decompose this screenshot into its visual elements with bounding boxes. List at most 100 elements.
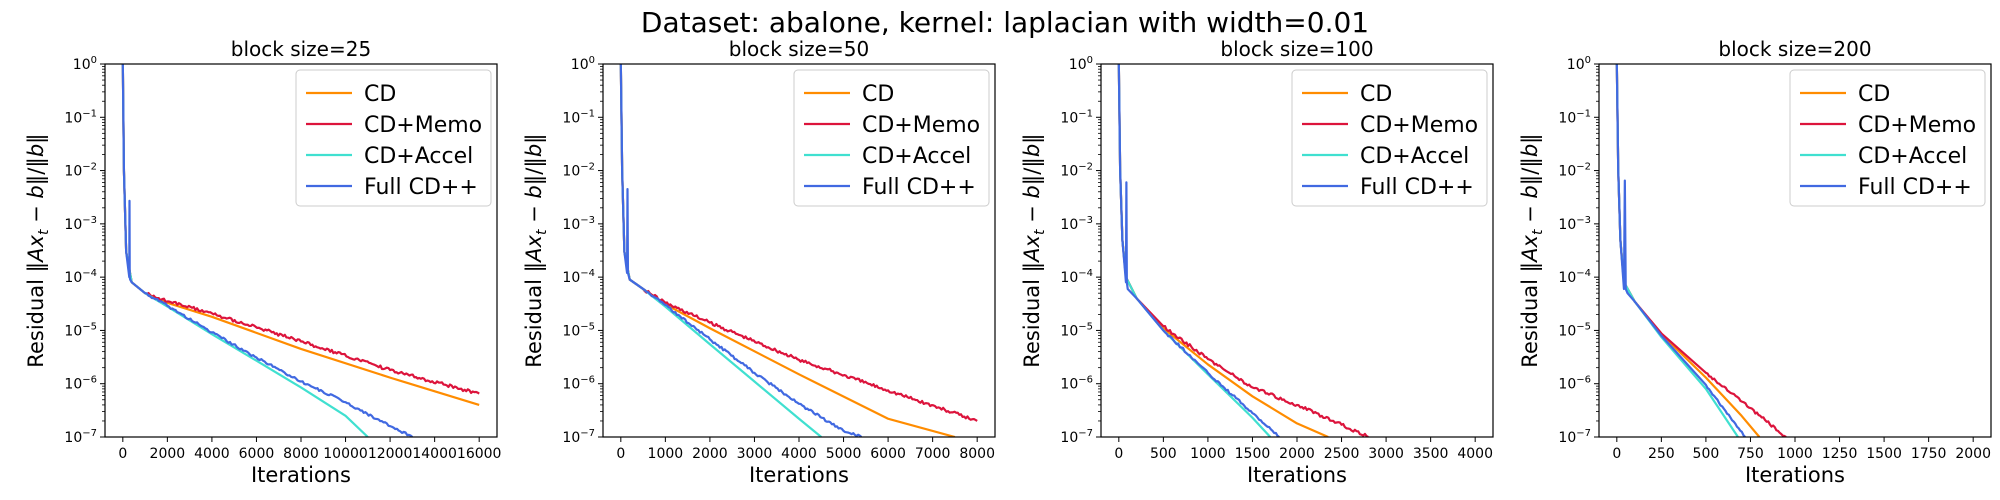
panel-3: 0 500 1000 1500 2000 2500 3000 3500 4000 100 10−1 1…	[1020, 37, 1494, 487]
x-tick-label: 5000	[826, 446, 862, 462]
y-tick-label: 10−3	[562, 215, 595, 233]
y-axis-label: Residual ‖Axt − b‖/‖b‖	[1020, 133, 1048, 367]
y-tick-label: 10−2	[1558, 162, 1591, 180]
y-tick-label: 10−2	[1060, 162, 1093, 180]
x-tick-label: 1000	[1190, 446, 1226, 462]
y-tick-label: 10−6	[1558, 375, 1591, 393]
series-line-full-cd-	[619, 64, 863, 437]
x-tick-label: 4000	[194, 446, 230, 462]
x-tick-label: 6000	[239, 446, 275, 462]
x-tick-label: 0	[1612, 446, 1621, 462]
series-line-cd-accel	[619, 64, 822, 437]
x-tick-label: 500	[1150, 446, 1177, 462]
legend-label-cd-accel: CD+Accel	[1360, 144, 1469, 169]
legend-label-cd-accel: CD+Accel	[1858, 144, 1967, 169]
panel-4: 0 250 500 750 1000 1250 1500 1750 2000 100 10−1 10−…	[1518, 37, 1992, 487]
x-tick-label: 2000	[1279, 446, 1315, 462]
x-axis-label: Iterations	[749, 463, 849, 487]
series-line-full-cd-	[1117, 64, 1280, 437]
legend-label-cd-memo: CD+Memo	[364, 113, 482, 138]
legend-box	[793, 69, 990, 207]
series-line-cd-accel	[1117, 64, 1272, 437]
legend-label-full-cd-: Full CD++	[364, 175, 478, 200]
plot-area	[619, 64, 978, 437]
x-tick-label: 2000	[150, 446, 186, 462]
y-tick-label: 10−4	[64, 268, 97, 286]
legend-box	[295, 69, 492, 207]
y-tick-label: 10−4	[562, 268, 595, 286]
y-axis-label: Residual ‖Axt − b‖/‖b‖	[24, 133, 52, 367]
x-tick-label: 7000	[915, 446, 951, 462]
panel-title: block size=200	[1718, 37, 1871, 61]
y-tick-label: 100	[73, 55, 97, 73]
y-tick-label: 10−1	[64, 108, 97, 126]
legend-box	[1291, 69, 1488, 207]
x-tick-label: 500	[1693, 446, 1720, 462]
x-tick-label: 3000	[1368, 446, 1404, 462]
x-tick-label: 1250	[1822, 446, 1858, 462]
panels: 0 2000 4000 6000 8000 10000 12000 14000 16000100…	[24, 37, 1992, 487]
y-tick-label: 10−6	[1060, 375, 1093, 393]
plot-area	[121, 64, 480, 437]
series-line-cd-memo	[1117, 64, 1369, 437]
legend-label-cd-memo: CD+Memo	[1360, 113, 1478, 138]
y-tick-label: 10−5	[562, 321, 595, 339]
x-tick-label: 4000	[1457, 446, 1493, 462]
x-tick-label: 750	[1737, 446, 1764, 462]
legend-label-cd: CD	[862, 82, 894, 107]
y-tick-label: 10−1	[562, 108, 595, 126]
panel-title: block size=100	[1220, 37, 1373, 61]
x-tick-label: 1750	[1911, 446, 1947, 462]
legend-label-cd: CD	[1858, 82, 1890, 107]
x-tick-label: 1500	[1866, 446, 1902, 462]
panel-2: 0 1000 2000 3000 4000 5000 6000 7000 8000 100 10−1…	[522, 37, 996, 487]
panel-title: block size=50	[729, 37, 869, 61]
x-axis-label: Iterations	[1745, 463, 1845, 487]
x-axis-label: Iterations	[251, 463, 351, 487]
legend-label-cd-accel: CD+Accel	[862, 144, 971, 169]
legend-label-cd: CD	[364, 82, 396, 107]
legend-label-cd-memo: CD+Memo	[862, 113, 980, 138]
legend: CD CD+Memo CD+Accel Full CD++	[1291, 69, 1488, 207]
legend: CD CD+Memo CD+Accel Full CD++	[1789, 69, 1986, 207]
series-line-cd	[1615, 64, 1761, 437]
y-tick-label: 10−1	[1558, 108, 1591, 126]
x-tick-label: 2000	[692, 446, 728, 462]
panel-1: 0 2000 4000 6000 8000 10000 12000 14000 16000 100…	[24, 37, 501, 487]
y-tick-label: 10−3	[1060, 215, 1093, 233]
legend-box	[1789, 69, 1986, 207]
series-line-full-cd-	[121, 64, 414, 437]
y-tick-label: 10−3	[64, 215, 97, 233]
y-tick-label: 10−5	[1558, 321, 1591, 339]
plot-area	[1615, 64, 1787, 437]
x-tick-label: 8000	[283, 446, 319, 462]
x-tick-label: 16000	[457, 446, 502, 462]
panel-title: block size=25	[231, 37, 371, 61]
x-tick-label: 12000	[368, 446, 413, 462]
x-tick-label: 0	[616, 446, 625, 462]
x-tick-label: 0	[1114, 446, 1123, 462]
y-tick-label: 10−1	[1060, 108, 1093, 126]
y-tick-label: 10−4	[1558, 268, 1591, 286]
y-tick-label: 10−4	[1060, 268, 1093, 286]
y-tick-label: 100	[571, 55, 595, 73]
y-tick-label: 10−2	[562, 162, 595, 180]
x-tick-label: 1000	[648, 446, 684, 462]
legend: CD CD+Memo CD+Accel Full CD++	[793, 69, 990, 207]
x-tick-label: 1000	[1777, 446, 1813, 462]
x-tick-label: 10000	[323, 446, 368, 462]
figure-title: Dataset: abalone, kernel: laplacian with…	[641, 6, 1369, 39]
x-tick-label: 6000	[870, 446, 906, 462]
x-tick-label: 4000	[781, 446, 817, 462]
y-tick-label: 10−5	[64, 321, 97, 339]
legend-label-full-cd-: Full CD++	[862, 175, 976, 200]
x-tick-label: 250	[1648, 446, 1675, 462]
y-tick-label: 10−5	[1060, 321, 1093, 339]
x-tick-label: 0	[118, 446, 127, 462]
y-tick-label: 10−7	[1060, 428, 1093, 446]
series-line-cd-accel	[1615, 64, 1739, 437]
y-tick-label: 10−6	[64, 375, 97, 393]
y-tick-label: 100	[1567, 55, 1591, 73]
legend-label-full-cd-: Full CD++	[1858, 175, 1972, 200]
